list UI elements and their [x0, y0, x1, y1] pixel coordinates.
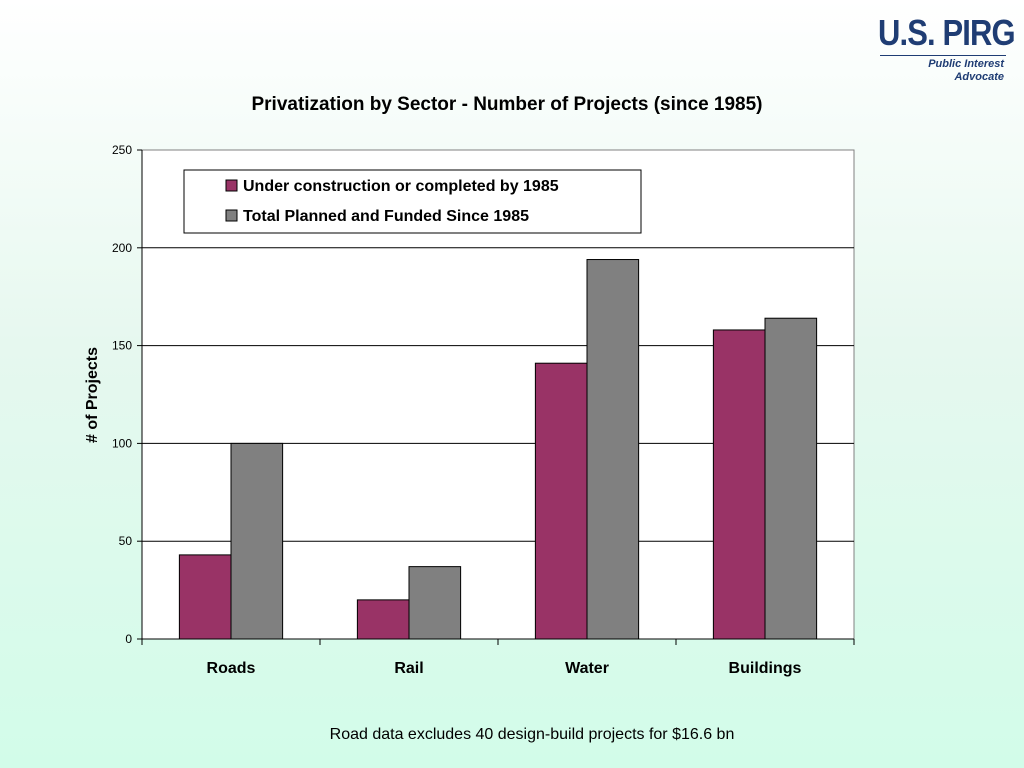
logo-rule	[880, 55, 1006, 56]
y-axis-label: # of Projects	[84, 347, 101, 443]
y-tick-label: 200	[112, 241, 132, 255]
y-tick-label: 150	[112, 339, 132, 353]
bar-chart: Privatization by Sector - Number of Proj…	[84, 94, 855, 677]
bar-roads-series-2	[230, 442, 284, 640]
legend-label: Total Planned and Funded Since 1985	[243, 208, 529, 225]
bar-rail-series-1	[356, 599, 410, 640]
x-tick-label: Roads	[207, 660, 256, 677]
legend: Under construction or completed by 1985 T…	[183, 169, 642, 234]
x-tick-label: Water	[565, 660, 609, 677]
footnote: Road data excludes 40 design-build proje…	[329, 726, 735, 743]
bar-roads-series-1	[178, 554, 232, 640]
axes: 0 50 100 150 200 250 Roads Rail Water Buildings	[112, 143, 855, 677]
bar-water-series-2	[586, 259, 640, 640]
y-tick-label: 100	[112, 436, 132, 450]
legend-swatch	[225, 209, 238, 222]
logo-tagline-line1: Public Interest	[928, 58, 1004, 70]
legend-swatch	[225, 179, 238, 192]
y-tick-label: 50	[119, 534, 133, 548]
legend-label: Under construction or completed by 1985	[243, 178, 559, 195]
legend-box	[183, 169, 642, 234]
y-tick-label: 0	[125, 632, 132, 646]
bars	[178, 259, 818, 640]
us-pirg-logo: U.S. PIRG Public Interest Advocate	[878, 14, 1016, 84]
bar-water-series-1	[534, 362, 588, 640]
bar-buildings-series-2	[764, 317, 818, 640]
chart-title: Privatization by Sector - Number of Proj…	[251, 94, 762, 115]
y-tick-label: 250	[112, 143, 132, 157]
x-tick-label: Rail	[394, 660, 423, 677]
bar-rail-series-2	[408, 566, 462, 640]
x-tick-label: Buildings	[729, 660, 802, 677]
logo-tagline-line2: Advocate	[954, 71, 1004, 83]
bar-buildings-series-1	[712, 329, 766, 640]
